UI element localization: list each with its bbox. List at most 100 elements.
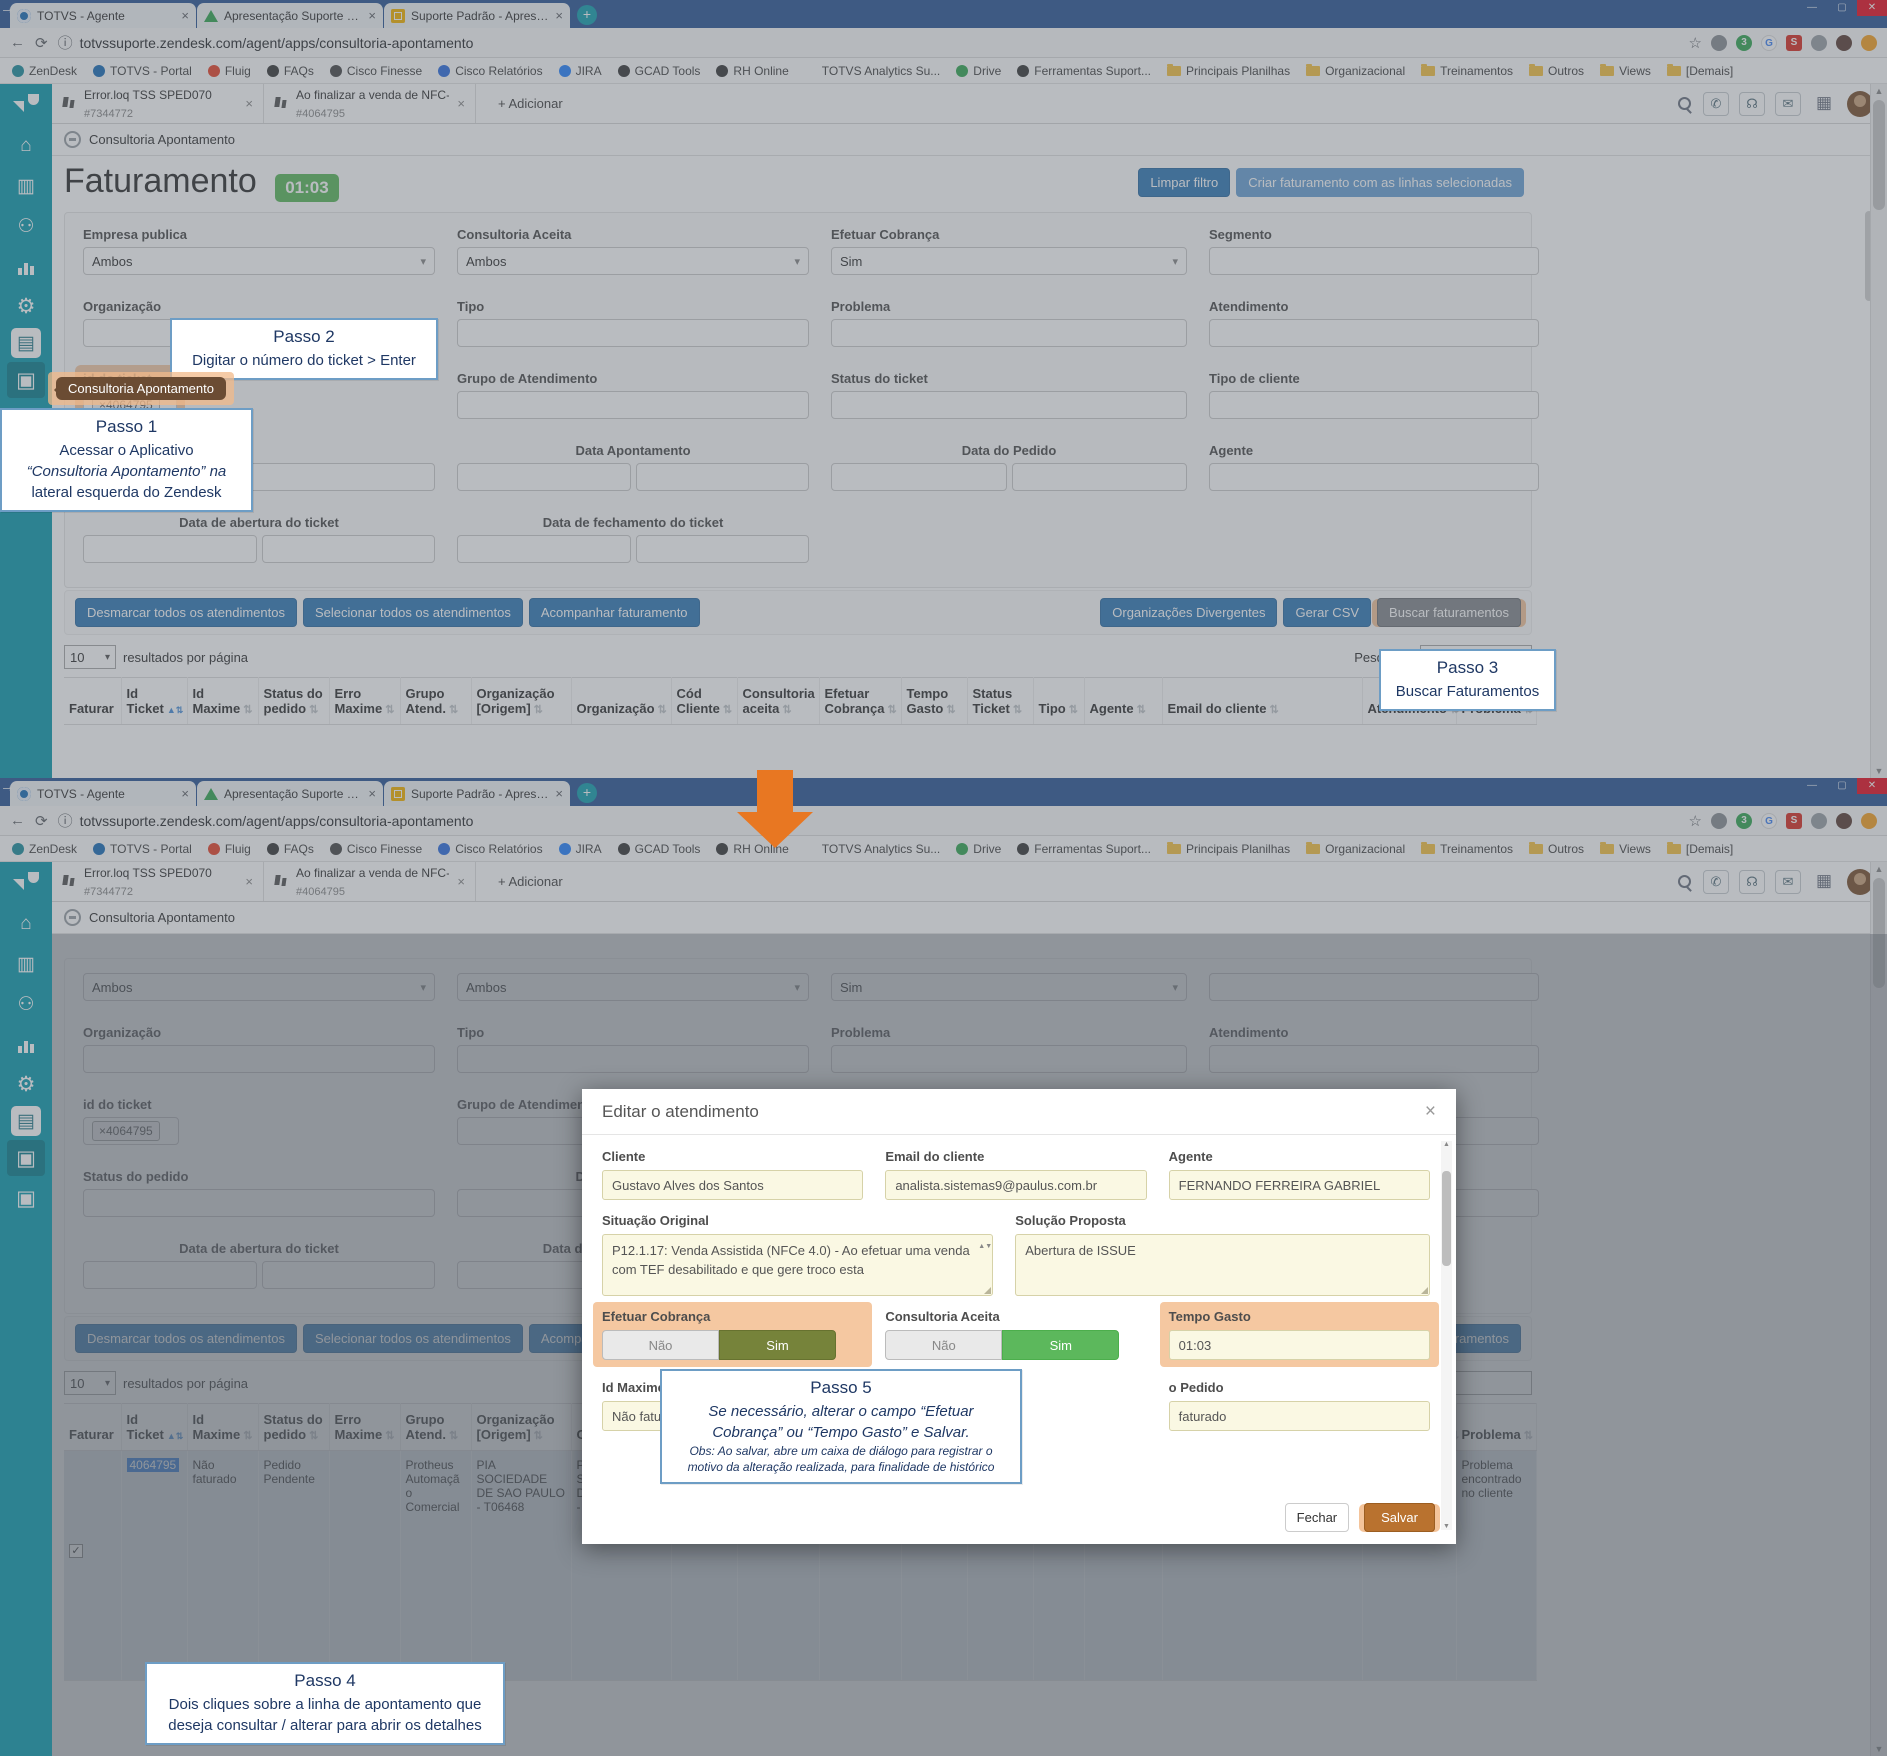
bookmark-cisco-finesse[interactable]: Cisco Finesse [329,64,422,78]
back-icon[interactable]: ← [10,812,25,829]
new-tab-button[interactable]: + [577,5,597,25]
sort-icon[interactable]: ⇅ [448,1430,459,1442]
bookmark-folder-organizacional[interactable]: Organizacional [1306,841,1405,856]
resize-handle[interactable] [1421,1287,1428,1294]
organizacao-input[interactable] [83,1045,435,1073]
data-apontamento-de-input[interactable] [457,463,631,491]
minimize-button[interactable]: — [1807,780,1817,791]
bookmark-folder-views[interactable]: Views [1600,841,1651,856]
tab-close-icon[interactable]: × [181,786,189,801]
criar-faturamento-button[interactable]: Criar faturamento com as linhas selecion… [1236,168,1524,197]
sort-icon[interactable]: ▲⇅ [166,1431,184,1441]
page-info-icon[interactable]: ⓘ [57,813,73,830]
user-avatar[interactable] [1847,868,1873,895]
bookmark-zendesk[interactable]: ZenDesk [12,842,77,856]
bookmark-folder-principais-planilhas[interactable]: Principais Planilhas [1167,63,1290,78]
sort-icon[interactable]: ⇅ [722,704,733,716]
knowledge-book-icon[interactable] [11,328,41,358]
cell-organizacao-origem[interactable]: PIA SOCIEDADE DE SAO PAULO - T06468 [471,1450,572,1681]
headset-icon[interactable]: ☊ [1739,91,1765,116]
minimize-button[interactable]: — [1807,2,1817,13]
bookmark-folder-demais[interactable]: [Demais] [1666,841,1733,856]
bookmark-totvs-portal[interactable]: TOTVS - Portal [93,64,192,78]
sort-icon[interactable]: ⇅ [533,1430,543,1442]
column-id-maxime[interactable]: Id Maxime ⇅ [187,1403,259,1451]
apps-grid-icon[interactable]: ▦ [1815,870,1833,890]
ticket-tab-close-icon[interactable]: × [245,874,253,889]
status-pedido-field[interactable]: faturado [1168,1401,1430,1431]
bookmark-jira[interactable]: JIRA [558,842,602,856]
browser-tab-suporte-padrao[interactable]: Suporte Padrão - Apresentações × [384,781,570,806]
solucao-proposta-textarea[interactable]: Abertura de ISSUE [1015,1234,1430,1296]
headset-icon[interactable]: ☊ [1739,869,1765,894]
sort-icon[interactable]: ⇅ [243,1430,253,1442]
modal-close-icon[interactable]: × [1424,1100,1436,1122]
bookmark-totvs-analytics[interactable]: TOTVS Analytics Su... [805,64,941,78]
bookmark-folder-outros[interactable]: Outros [1529,63,1584,78]
cell-status-pedido[interactable]: Pedido Pendente [258,1450,330,1681]
sort-icon[interactable]: ⇅ [946,704,956,716]
per-page-select[interactable]: 10 [64,645,116,669]
bookmark-drive[interactable]: Drive [956,64,1001,78]
problema-input[interactable] [831,1045,1187,1073]
column-erro-maxime[interactable]: Erro Maxime ⇅ [329,677,401,725]
sort-icon[interactable]: ⇅ [533,704,543,716]
sort-icon[interactable]: ⇅ [782,704,792,716]
limpar-filtro-button[interactable]: Limpar filtro [1138,168,1231,197]
extension-icon[interactable] [1711,34,1727,51]
efetuar-cobranca-select[interactable]: Sim [831,973,1187,1001]
grupo-atendimento-input[interactable] [457,391,809,419]
desmarcar-button[interactable]: Desmarcar todos os atendimentos [75,598,297,627]
buscar-faturamentos-button[interactable]: Buscar faturamentos [1377,597,1521,627]
extension-icon-gray[interactable] [1811,34,1827,51]
inner-scrollbar[interactable] [1865,211,1873,301]
add-ticket-tab[interactable]: + Adicionar [498,874,563,889]
bookmark-totvs-analytics[interactable]: TOTVS Analytics Su... [805,842,941,856]
bookmark-totvs-portal[interactable]: TOTVS - Portal [93,842,192,856]
maximize-button[interactable]: ▢ [1837,780,1847,791]
bookmark-star-icon[interactable]: ☆ [1688,34,1702,52]
bookmark-gcad-tools[interactable]: GCAD Tools [617,842,700,856]
ticket-tab-close-icon[interactable]: × [457,96,465,111]
reports-icon[interactable] [7,1026,45,1062]
column-erro-maxime[interactable]: Erro Maxime ⇅ [329,1403,401,1451]
extension-icon-orange[interactable] [1861,812,1877,829]
column-id-maxime[interactable]: Id Maxime ⇅ [187,677,259,725]
sort-icon[interactable]: ⇅ [1523,1430,1533,1442]
cell-erro-maxime[interactable] [329,1450,401,1681]
address-bar[interactable]: ⓘ totvssuporte.zendesk.com/agent/apps/co… [58,32,1679,53]
tab-close-icon[interactable]: × [555,786,563,801]
google-extension-icon[interactable]: G [1761,34,1777,51]
data-abertura-ate-input[interactable] [261,1261,435,1289]
bookmark-star-icon[interactable]: ☆ [1688,812,1702,830]
bookmark-folder-views[interactable]: Views [1600,63,1651,78]
sort-icon[interactable]: ⇅ [657,704,667,716]
extension-icon[interactable] [1711,812,1727,829]
bookmark-folder-outros[interactable]: Outros [1529,841,1584,856]
organizacoes-divergentes-button[interactable]: Organizações Divergentes [1100,598,1278,627]
bookmark-folder-principais-planilhas[interactable]: Principais Planilhas [1167,841,1290,856]
ticket-tab-close-icon[interactable]: × [245,96,253,111]
close-button[interactable]: ✕ [1857,0,1887,16]
sort-icon[interactable]: ⇅ [309,704,319,716]
cell-id-maxime[interactable]: Não faturado [187,1450,259,1681]
s-extension-icon[interactable]: S [1786,34,1802,51]
back-icon[interactable]: ← [10,34,25,51]
empresa-publica-select[interactable]: Ambos [83,973,435,1001]
problema-input[interactable] [831,319,1187,347]
sort-icon[interactable]: ⇅ [385,704,395,716]
column-grupo-atend[interactable]: Grupo Atend. ⇅ [400,1403,472,1451]
consultoria-nao-button[interactable]: Não [885,1330,1003,1360]
column-status-ticket[interactable]: Status Ticket⇅ [967,677,1034,725]
tab-close-icon[interactable]: × [555,8,563,23]
atendimento-input[interactable] [1209,319,1539,347]
page-info-icon[interactable]: ⓘ [57,35,73,52]
bookmark-ferramentas-suporte[interactable]: Ferramentas Suport... [1017,842,1151,856]
tab-close-icon[interactable]: × [181,8,189,23]
ticket-tab-close-icon[interactable]: × [457,874,465,889]
sort-icon[interactable]: ⇅ [1269,704,1279,716]
cell-problema[interactable]: Problema encontrado no cliente [1456,1450,1537,1681]
resize-handle[interactable] [984,1287,992,1294]
efetuar-cobranca-select[interactable]: Sim [831,247,1187,275]
sort-icon[interactable]: ▲⇅ [166,705,184,715]
